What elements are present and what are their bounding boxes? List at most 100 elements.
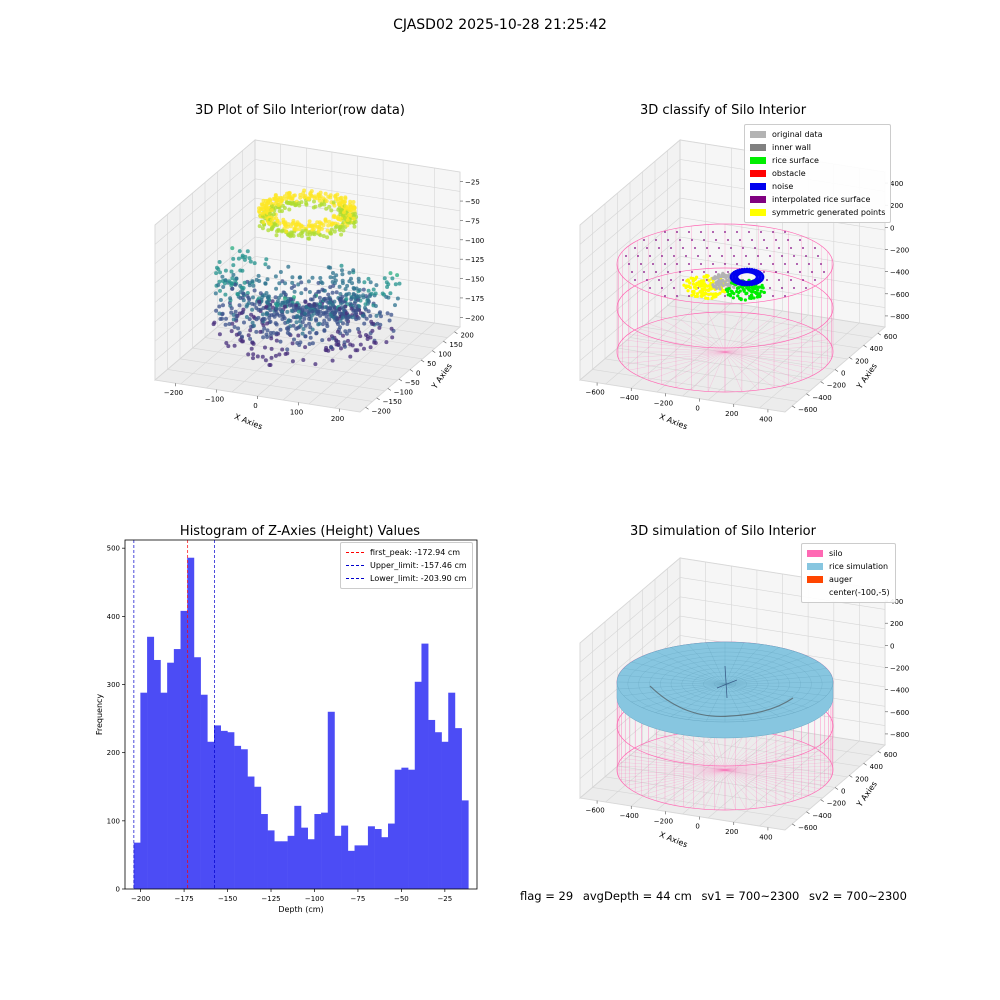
data-point xyxy=(318,309,323,314)
data-point xyxy=(339,232,344,237)
silo-spoke xyxy=(674,734,726,771)
y-tick xyxy=(849,775,853,778)
data-point xyxy=(320,338,325,343)
data-point xyxy=(297,222,302,227)
data-point xyxy=(260,202,265,207)
data-point xyxy=(275,303,280,308)
data-point xyxy=(352,224,357,229)
legend-label: noise xyxy=(772,182,794,191)
data-point xyxy=(236,256,241,261)
data-point xyxy=(223,278,228,283)
mesh-spoke xyxy=(642,656,726,685)
data-point xyxy=(235,292,240,297)
data-point xyxy=(296,233,301,238)
surface-point xyxy=(781,255,783,257)
surface-point xyxy=(712,263,714,265)
data-point xyxy=(285,224,290,229)
data-point xyxy=(318,276,323,280)
x-tick-label: −75 xyxy=(351,895,366,903)
data-point xyxy=(269,346,274,351)
surface-point xyxy=(787,271,789,273)
surface-point xyxy=(715,271,717,273)
data-point xyxy=(258,291,263,296)
x-tick-label: 400 xyxy=(759,415,772,423)
data-point xyxy=(274,216,279,221)
surface-point xyxy=(667,271,669,273)
mesh-spoke xyxy=(687,683,726,720)
data-point xyxy=(263,281,268,286)
data-point xyxy=(384,294,389,299)
legend-label: interpolated rice surface xyxy=(772,195,871,204)
silo-spoke xyxy=(724,345,832,353)
data-point xyxy=(351,200,356,204)
silo-spoke xyxy=(661,319,726,353)
z-tick-label: −600 xyxy=(890,709,909,717)
data-point xyxy=(308,232,313,237)
histogram-bar xyxy=(207,741,215,889)
surface-point xyxy=(775,271,777,273)
mesh-spoke xyxy=(724,674,832,685)
legend-entry: rice surface xyxy=(750,154,885,167)
surface-point xyxy=(676,295,678,297)
rice-surface-point xyxy=(745,291,749,295)
data-point xyxy=(356,316,361,321)
data-point xyxy=(258,206,263,211)
data-point xyxy=(307,316,312,321)
data-point xyxy=(242,320,246,325)
symmetric-point xyxy=(702,275,706,279)
silo-spoke xyxy=(656,738,726,771)
symmetric-point xyxy=(690,290,695,294)
data-point xyxy=(306,311,311,316)
data-point xyxy=(384,280,389,285)
data-point xyxy=(301,305,305,310)
silo-spoke xyxy=(724,765,833,771)
histogram-bar xyxy=(334,835,342,889)
data-point xyxy=(254,329,259,334)
silo-spoke xyxy=(621,769,726,782)
mesh-spoke xyxy=(623,683,726,696)
legend-entry: original data xyxy=(750,128,885,141)
data-point xyxy=(273,295,278,300)
data-point xyxy=(385,311,390,316)
z-tick-label: 0 xyxy=(890,224,894,232)
original-point xyxy=(711,276,716,280)
surface-point xyxy=(634,279,636,281)
data-point xyxy=(365,334,370,339)
grid-line xyxy=(654,734,861,767)
silo-spoke xyxy=(724,351,775,388)
y-tick xyxy=(806,393,810,397)
plot-frame xyxy=(124,539,478,890)
surface-point xyxy=(793,287,795,289)
data-point xyxy=(364,316,369,321)
data-point xyxy=(231,263,236,268)
data-point xyxy=(379,314,383,319)
data-point xyxy=(245,294,250,298)
data-point xyxy=(238,338,243,342)
data-point xyxy=(329,208,334,213)
y-tick xyxy=(863,344,867,348)
silo-spoke xyxy=(622,351,726,365)
data-point xyxy=(300,320,305,325)
data-point xyxy=(361,293,366,298)
symmetric-point xyxy=(695,292,700,296)
silo-spoke xyxy=(724,736,786,771)
data-point xyxy=(328,231,333,236)
data-point xyxy=(350,315,355,320)
data-point xyxy=(267,363,272,367)
mesh-spoke xyxy=(724,683,819,703)
silo-spoke xyxy=(724,351,759,391)
data-point xyxy=(269,336,274,341)
silo-spoke xyxy=(625,769,726,786)
data-point xyxy=(395,296,400,301)
surface-point xyxy=(649,287,651,289)
data-point xyxy=(344,311,349,316)
legend-label: Upper_limit: -157.46 cm xyxy=(370,561,467,570)
data-point xyxy=(237,249,242,254)
x-tick-label: 0 xyxy=(695,405,699,413)
data-point xyxy=(229,306,234,311)
mesh-spoke xyxy=(724,644,763,685)
data-point xyxy=(342,340,347,345)
data-point xyxy=(338,296,343,301)
data-point xyxy=(280,347,285,352)
data-point xyxy=(299,291,304,296)
